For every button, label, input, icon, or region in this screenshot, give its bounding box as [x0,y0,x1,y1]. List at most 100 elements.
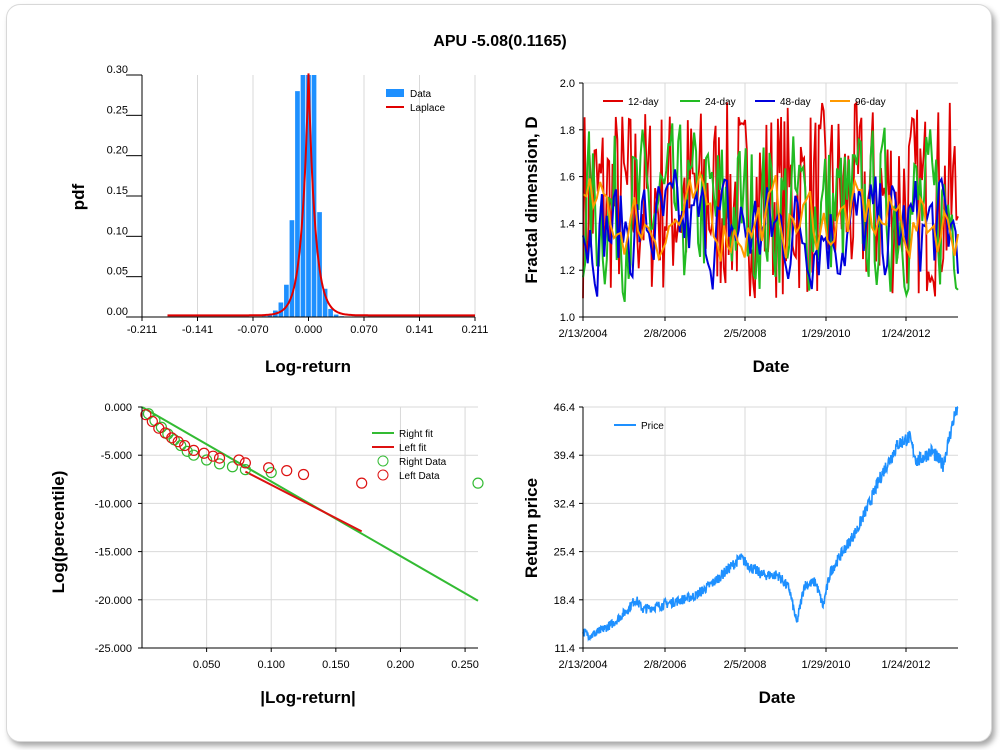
tick-label-x: 0.141 [406,324,434,336]
histogram-bar [306,75,311,317]
tick-label-y: 0.05 [107,266,128,278]
tick-label-y: -5.000 [101,450,132,462]
tick-label-x: 0.070 [350,324,378,336]
right-data-point [472,477,484,489]
histogram-bar [333,314,339,317]
legend-label-data: Data [410,89,432,100]
tick-label-y: 1.0 [560,312,575,324]
tick-label-y: -10.000 [95,498,132,510]
x-axis-title: |Log-return| [260,688,355,707]
tick-label-y: 18.4 [554,595,575,607]
tick-label-x: 1/29/2010 [802,659,851,671]
tick-label-x: 2/8/2006 [644,328,687,340]
tick-label-y: 0.10 [107,225,128,237]
series-line-24-day [582,123,959,303]
left-data-point [207,450,219,462]
x-axis-title: Date [759,688,796,707]
legend-swatch-right-data [377,455,389,467]
right-data-point [213,458,226,470]
left-data-point [233,454,245,466]
series-line-48-day [582,169,959,297]
x-axis-title: Date [753,357,790,376]
x-axis-title: Log-return [265,357,351,376]
right-data-point [201,454,213,466]
histogram-bar [295,91,300,317]
left-data-point [172,436,184,448]
left-data-point [188,444,200,456]
tick-label-x: 0.100 [257,659,285,671]
legend-label: Right fit [399,429,433,440]
right-data-point [181,445,193,457]
tick-label-x: 1/24/2012 [882,328,931,340]
tick-label-y: 32.4 [554,498,575,510]
tick-label-y: 25.4 [554,547,575,559]
legend-label: Left Data [399,471,440,482]
right-data-point [226,461,239,473]
tick-label-x: 0.211 [462,324,489,336]
left-data-point [239,457,251,469]
legend-swatch-left-data [377,469,389,481]
left-data-point [263,462,275,474]
tick-label-y: 1.2 [560,265,575,277]
left-data-point [179,439,191,452]
tick-label-x: 1/29/2010 [802,328,851,340]
tick-label-x: -0.211 [127,324,157,336]
left-data-point [213,452,226,464]
tick-label-y: -25.000 [95,643,132,655]
left-fit-line [244,470,363,533]
tick-label-y: 0.30 [107,64,128,76]
tick-label-y: 1.8 [560,125,575,137]
y-axis-title: pdf [69,183,88,210]
legend-label-price: Price [641,421,664,432]
legend-label: 48-day [780,97,811,108]
legend-label: 24-day [705,97,736,108]
tick-label-y: 39.4 [554,450,575,462]
tick-label-x: 0.250 [451,659,479,671]
legend-label: Right Data [399,457,447,468]
legend-label: Left fit [399,443,426,454]
left-data-point [297,468,310,481]
legend-label: 96-day [855,97,886,108]
tick-label-y: -20.000 [95,595,132,607]
legend-label: 12-day [628,97,659,108]
tick-label-y: -15.000 [95,547,132,559]
left-data-point [140,409,152,421]
tick-label-x: 2/5/2008 [724,659,767,671]
tick-label-y: 0.000 [104,402,132,414]
tick-label-x: 0.000 [295,324,323,336]
tick-label-y: 0.00 [107,306,128,318]
y-axis-title: Log(percentile) [49,471,68,594]
tick-label-x: -0.141 [182,324,213,336]
laplace-curve [167,73,475,317]
histogram-bar [289,220,295,317]
right-data-point [239,464,251,476]
tick-label-x: -0.070 [237,324,268,336]
y-axis-title: Return price [522,478,541,578]
left-data-point [281,465,293,477]
price-line [582,406,959,642]
tick-label-y: 46.4 [554,402,575,414]
tick-label-x: 0.200 [387,659,415,671]
tick-label-x: 1/24/2012 [882,659,931,671]
tick-label-y: 11.4 [554,643,575,655]
tick-label-y: 0.25 [107,104,128,116]
tick-label-x: 2/8/2006 [644,659,687,671]
page-title: APU -5.08(0.1165) [433,33,567,50]
histogram-bar [267,314,273,317]
left-data-point [356,477,368,489]
tick-label-x: 2/13/2004 [559,659,608,671]
left-data-point [166,432,178,444]
histogram-bar [284,284,289,317]
tick-label-y: 0.20 [107,145,128,157]
series-line-96-day [582,169,959,262]
histogram-bar [278,302,284,317]
tick-label-y: 2.0 [560,78,575,90]
right-data-point [188,449,200,461]
tick-label-x: 0.050 [193,659,221,671]
tick-label-x: 2/13/2004 [559,328,608,340]
histogram-bar [322,288,328,317]
tick-label-x: 2/5/2008 [724,328,767,340]
histogram-bar [328,308,333,317]
tick-label-x: 0.150 [322,659,350,671]
